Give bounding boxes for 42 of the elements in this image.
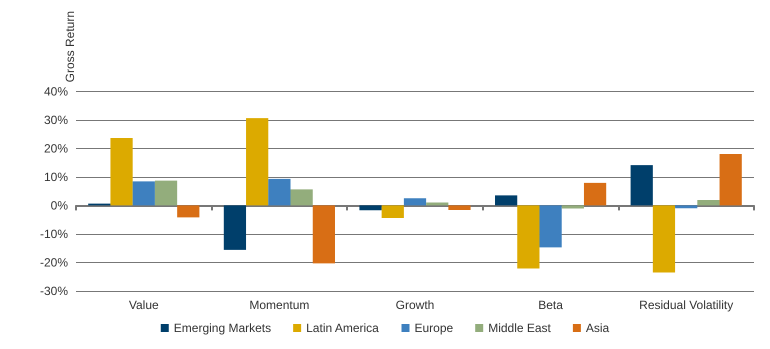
bar <box>177 205 200 218</box>
y-tick-label: -30% <box>40 284 68 298</box>
y-tick-label: 10% <box>44 170 68 184</box>
x-tick-label: Value <box>128 298 160 312</box>
legend-label: Europe <box>414 321 454 335</box>
bar <box>562 205 584 209</box>
bar <box>630 165 653 206</box>
bar <box>697 200 720 206</box>
y-tick-label: 20% <box>44 141 68 156</box>
bar <box>448 205 471 210</box>
bar <box>224 205 246 250</box>
x-tick-label: Momentum <box>249 298 310 312</box>
y-tick-label: 40% <box>44 84 68 98</box>
bar <box>539 205 562 248</box>
bar <box>404 198 426 206</box>
bar <box>426 202 448 206</box>
y-tick-label: 30% <box>44 112 68 127</box>
bar <box>246 118 268 206</box>
bar <box>110 138 133 206</box>
bar <box>154 180 178 206</box>
legend-label: Latin America <box>306 321 380 335</box>
bar <box>517 205 540 268</box>
bar <box>359 205 382 210</box>
legend-label: Middle East <box>488 321 552 335</box>
legend-label: Emerging Markets <box>174 321 272 335</box>
y-axis-title: Gross Return <box>63 11 77 82</box>
bar <box>132 181 155 206</box>
y-tick-label: -20% <box>40 255 68 270</box>
x-tick-label: Growth <box>396 298 434 312</box>
bar <box>495 195 518 206</box>
bar <box>268 178 291 206</box>
bar <box>382 205 404 218</box>
x-tick-label: Residual Volatility <box>639 298 734 312</box>
y-tick-label: 0% <box>50 198 68 212</box>
bar <box>584 182 606 206</box>
y-tick-label: -10% <box>40 226 68 241</box>
bar <box>312 205 335 264</box>
bar <box>720 154 742 206</box>
x-tick-label: Beta <box>538 298 564 312</box>
legend-label: Asia <box>586 321 610 335</box>
bar <box>652 205 676 272</box>
bar <box>290 189 313 206</box>
